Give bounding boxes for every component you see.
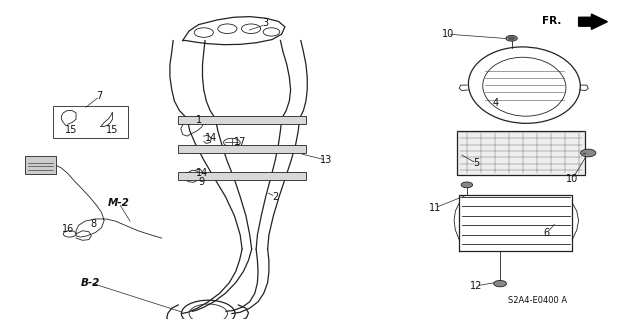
Text: 13: 13	[320, 155, 333, 165]
Bar	[178, 145, 306, 153]
Text: 9: 9	[199, 177, 205, 187]
Text: 3: 3	[262, 18, 269, 28]
Text: 10: 10	[566, 174, 579, 184]
Circle shape	[508, 36, 515, 40]
Text: B-2: B-2	[81, 278, 100, 288]
Text: 15: 15	[106, 125, 118, 135]
Bar	[178, 116, 306, 124]
Text: 14: 14	[205, 133, 218, 143]
Text: 2: 2	[272, 192, 278, 202]
Bar	[25, 156, 56, 174]
Circle shape	[493, 280, 506, 287]
Text: 14: 14	[196, 168, 208, 178]
Text: 8: 8	[90, 219, 97, 229]
Bar	[178, 172, 306, 180]
Bar	[458, 131, 585, 175]
Text: FR.: FR.	[542, 16, 561, 27]
Bar	[53, 107, 129, 138]
Text: 6: 6	[543, 228, 550, 238]
Text: M-2: M-2	[108, 198, 130, 208]
Text: 10: 10	[442, 29, 454, 39]
Text: 5: 5	[474, 158, 479, 168]
Circle shape	[506, 36, 517, 41]
Circle shape	[580, 149, 596, 157]
Text: S2A4-E0400 A: S2A4-E0400 A	[508, 296, 566, 305]
Text: 11: 11	[429, 203, 441, 213]
Text: 16: 16	[61, 223, 74, 234]
FancyArrow shape	[579, 14, 607, 29]
Text: 17: 17	[234, 138, 246, 148]
Text: 1: 1	[196, 115, 202, 125]
Text: 15: 15	[65, 125, 77, 135]
Text: 4: 4	[493, 98, 499, 108]
Circle shape	[461, 182, 472, 188]
Text: 12: 12	[470, 281, 483, 291]
Text: 7: 7	[97, 91, 103, 101]
